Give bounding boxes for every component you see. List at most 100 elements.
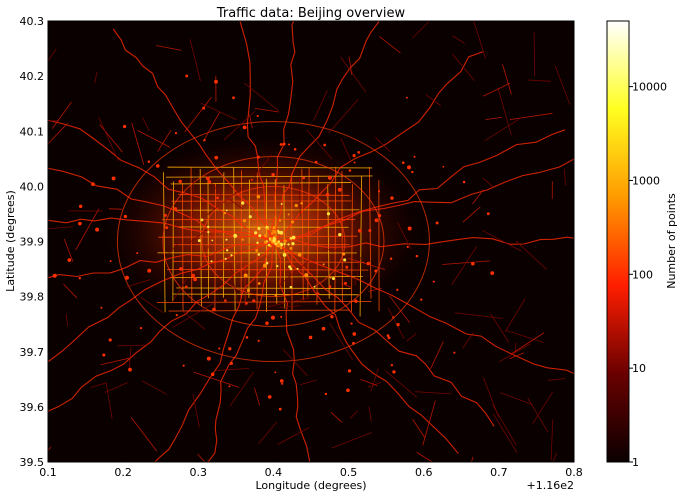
road-segment <box>277 427 310 445</box>
colorbar-label: Number of points <box>665 193 678 289</box>
street-segment <box>316 175 319 305</box>
colorbar-tick-label: 10 <box>632 362 646 375</box>
road-segment <box>425 94 441 106</box>
density-point <box>278 407 282 411</box>
density-point <box>257 253 261 256</box>
density-point <box>228 385 231 388</box>
road-segment <box>497 88 512 136</box>
road-segment <box>462 206 481 223</box>
x-tick-label: 0.3 <box>190 466 208 479</box>
road-segment <box>193 371 240 388</box>
density-point <box>211 239 214 242</box>
density-point <box>293 148 297 151</box>
road-segment <box>94 72 98 84</box>
street-segment <box>199 168 202 307</box>
density-point <box>102 353 106 357</box>
density-point <box>324 392 328 396</box>
road-segment <box>206 186 245 216</box>
density-point <box>401 161 405 165</box>
road-segment <box>462 332 474 349</box>
density-point <box>210 372 215 377</box>
road-segment <box>498 343 531 363</box>
density-point <box>281 382 284 385</box>
density-point <box>321 326 326 331</box>
density-point <box>366 261 371 266</box>
density-point <box>406 245 409 248</box>
density-point <box>250 178 253 181</box>
road-segment <box>412 419 426 439</box>
road-segment <box>455 312 503 319</box>
road-segment <box>142 117 150 132</box>
density-point <box>304 273 309 278</box>
density-point <box>185 74 189 78</box>
density-point <box>184 285 188 289</box>
density-point <box>257 339 260 342</box>
road-segment <box>499 392 533 406</box>
road-segment <box>99 124 123 153</box>
street-segment <box>350 184 353 312</box>
density-point <box>296 267 299 270</box>
density-point <box>241 238 244 241</box>
density-point <box>233 233 238 238</box>
density-point <box>270 232 274 235</box>
road-segment <box>168 239 182 254</box>
heatmap-density <box>48 21 574 462</box>
density-point <box>411 170 414 174</box>
density-point <box>277 240 281 243</box>
density-point <box>322 263 325 266</box>
density-point <box>91 182 95 187</box>
road-segment <box>189 39 201 81</box>
road-segment <box>140 296 164 314</box>
road-segment <box>200 102 237 120</box>
road-segment <box>430 341 444 370</box>
density-point <box>67 258 72 262</box>
chart-title: Traffic data: Beijing overview <box>216 6 406 21</box>
y-axis-ticks: 39.5 39.6 39.7 39.8 39.9 40.0 40.1 40.2 40.3 <box>20 15 574 469</box>
road-segment <box>192 394 200 428</box>
road-segment <box>282 348 308 376</box>
density-point <box>490 271 495 276</box>
density-point <box>345 265 349 269</box>
colorbar-tick-label: 1 <box>632 456 639 469</box>
road-segment <box>104 382 128 393</box>
road-segment <box>254 107 279 113</box>
density-point <box>272 237 276 240</box>
density-point <box>283 242 286 246</box>
density-point <box>265 261 269 265</box>
road-segment <box>483 82 511 97</box>
density-point <box>212 307 216 312</box>
road-segment <box>422 400 436 446</box>
density-point <box>387 336 391 340</box>
density-point <box>377 213 382 218</box>
density-point <box>291 241 295 246</box>
density-point <box>313 285 316 288</box>
highway-route <box>48 119 274 243</box>
density-point <box>435 221 439 225</box>
x-axis-label: Longitude (degrees) <box>255 479 366 492</box>
density-point <box>347 369 352 373</box>
density-point <box>225 209 228 212</box>
density-point <box>52 273 57 278</box>
road-segment <box>105 382 113 419</box>
density-point <box>343 258 347 262</box>
road-segment <box>172 301 216 328</box>
road-segment <box>157 129 172 152</box>
road-segment <box>370 368 379 392</box>
density-point <box>290 220 294 224</box>
road-segment <box>368 287 382 292</box>
density-point <box>368 229 372 232</box>
ring-road <box>116 121 430 362</box>
road-segment <box>483 377 500 418</box>
density-point <box>248 215 252 219</box>
density-point <box>274 371 277 374</box>
road-segment <box>504 298 526 332</box>
density-point <box>297 252 302 257</box>
density-point <box>197 239 201 242</box>
road-segment <box>510 332 545 355</box>
density-point <box>272 225 276 230</box>
density-point <box>288 265 292 269</box>
density-point <box>242 125 247 130</box>
density-point <box>280 246 283 250</box>
density-point <box>109 260 112 263</box>
road-segment <box>331 432 372 449</box>
